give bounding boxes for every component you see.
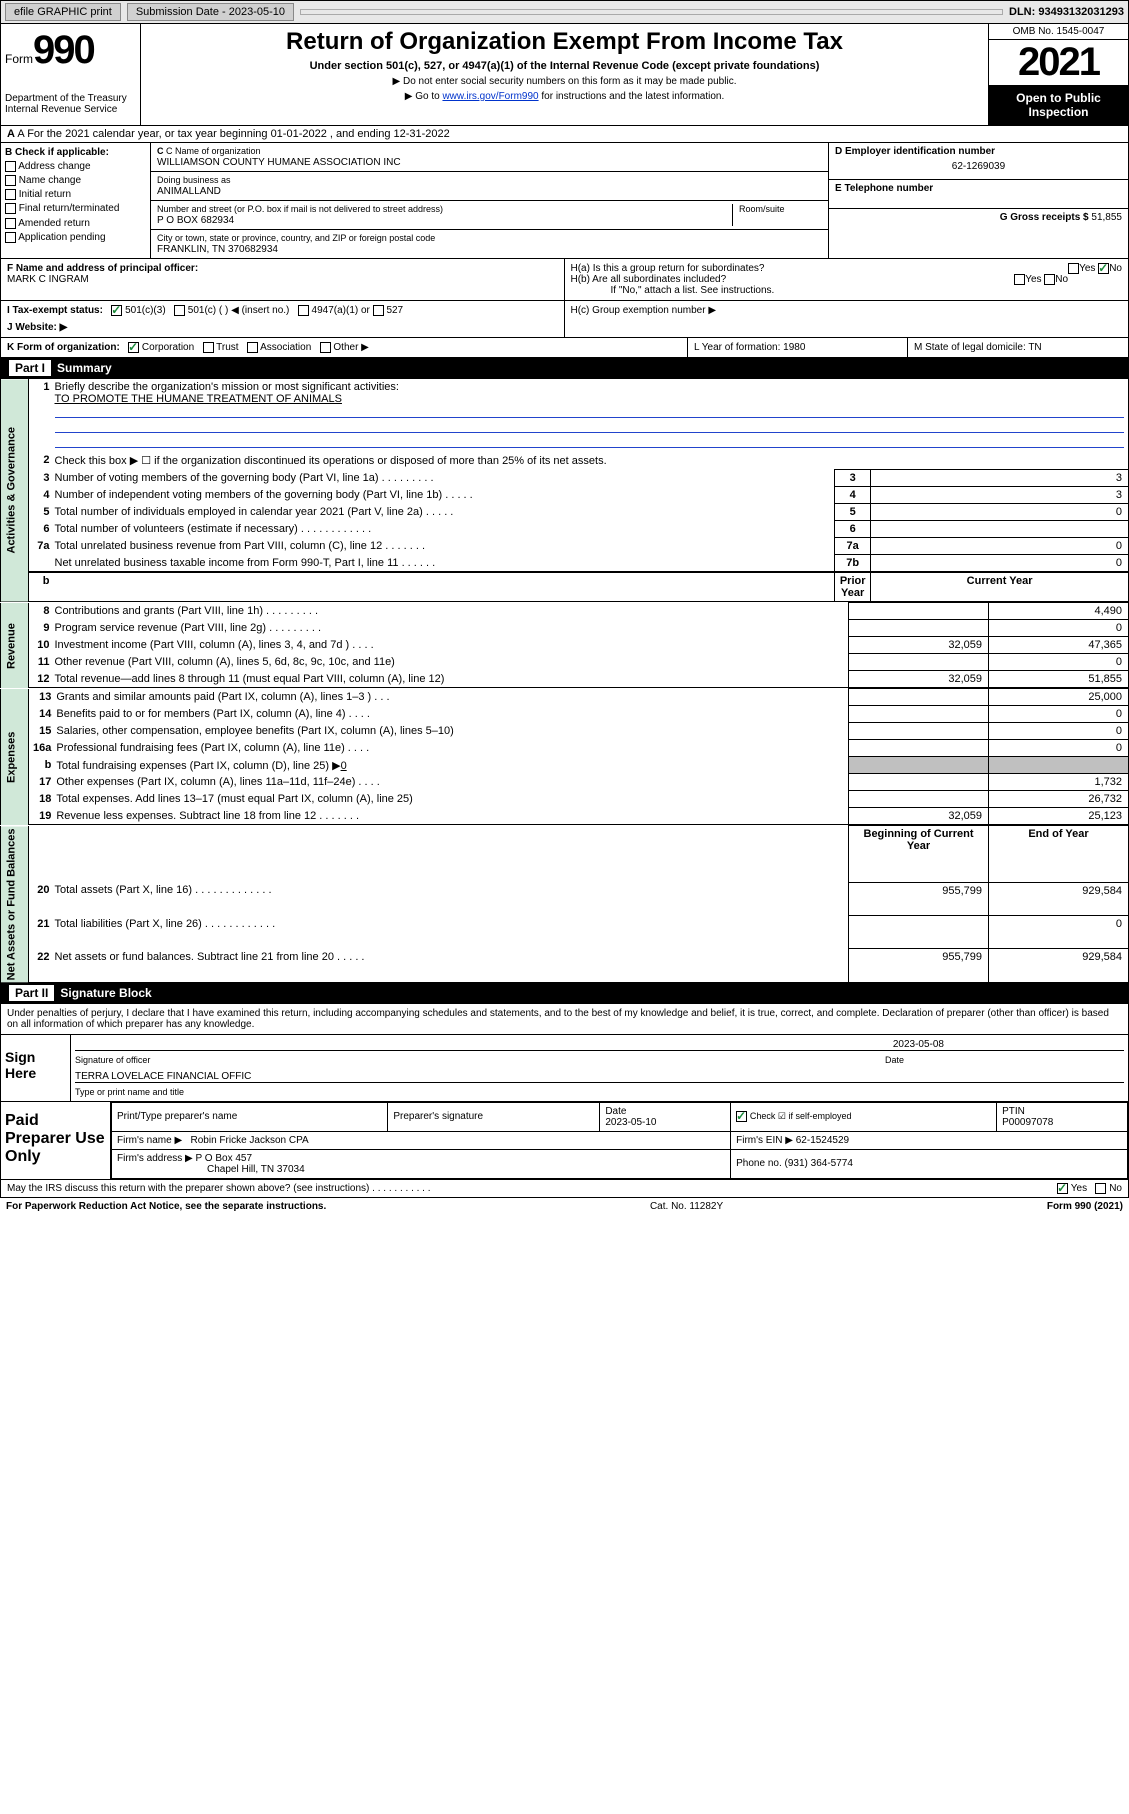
spacer — [300, 9, 1003, 15]
form-header: Form990 Department of the Treasury Inter… — [0, 24, 1129, 126]
footer-row: May the IRS discuss this return with the… — [0, 1180, 1129, 1198]
signature-block: Under penalties of perjury, I declare th… — [0, 1004, 1129, 1180]
sign-here-label: Sign Here — [1, 1035, 71, 1101]
col-c: C C Name of organizationWILLIAMSON COUNT… — [151, 143, 828, 258]
row-ij: I Tax-exempt status: 501(c)(3) 501(c) ( … — [0, 301, 1129, 338]
preparer-table: Print/Type preparer's namePreparer's sig… — [111, 1102, 1128, 1179]
dln-label: DLN: 93493132031293 — [1009, 6, 1124, 18]
header-right: OMB No. 1545-0047 2021 Open to Public In… — [988, 24, 1128, 125]
header-left: Form990 Department of the Treasury Inter… — [1, 24, 141, 125]
form-number: 990 — [33, 28, 94, 72]
col-deg: D Employer identification number62-12690… — [828, 143, 1128, 258]
header-mid: Return of Organization Exempt From Incom… — [141, 24, 988, 125]
form-subtitle: Under section 501(c), 527, or 4947(a)(1)… — [149, 60, 980, 72]
last-row: For Paperwork Reduction Act Notice, see … — [0, 1198, 1129, 1215]
paid-preparer-label: Paid Preparer Use Only — [1, 1102, 111, 1179]
row-f: F Name and address of principal officer:… — [1, 259, 565, 300]
col-b: B Check if applicable: Address change Na… — [1, 143, 151, 258]
row-fh: F Name and address of principal officer:… — [0, 259, 1129, 301]
tax-year: 2021 — [989, 40, 1128, 85]
top-bar: efile GRAPHIC print Submission Date - 20… — [0, 0, 1129, 24]
row-h: H(a) Is this a group return for subordin… — [565, 259, 1129, 300]
submission-date-btn[interactable]: Submission Date - 2023-05-10 — [127, 3, 294, 21]
efile-btn[interactable]: efile GRAPHIC print — [5, 3, 121, 21]
expenses-table: Expenses 13Grants and similar amounts pa… — [0, 688, 1129, 825]
form-title: Return of Organization Exempt From Incom… — [149, 28, 980, 56]
note-1: ▶ Do not enter social security numbers o… — [149, 76, 980, 87]
part2-header: Part IISignature Block — [0, 983, 1129, 1004]
revenue-table: Revenue 8Contributions and grants (Part … — [0, 602, 1129, 688]
row-klm: K Form of organization: Corporation Trus… — [0, 338, 1129, 358]
form-word: Form — [5, 52, 33, 66]
dept-label: Department of the Treasury Internal Reve… — [5, 93, 136, 115]
open-inspection: Open to Public Inspection — [989, 85, 1128, 125]
block-bcde: B Check if applicable: Address change Na… — [0, 143, 1129, 259]
irs-link[interactable]: www.irs.gov/Form990 — [442, 91, 538, 102]
netassets-table: Net Assets or Fund Balances Beginning of… — [0, 825, 1129, 982]
summary-table: Activities & Governance 1Briefly describ… — [0, 379, 1129, 602]
note-2: ▶ Go to www.irs.gov/Form990 for instruct… — [149, 91, 980, 102]
omb-label: OMB No. 1545-0047 — [989, 24, 1128, 40]
perjury-text: Under penalties of perjury, I declare th… — [1, 1004, 1128, 1034]
row-a: A A For the 2021 calendar year, or tax y… — [0, 126, 1129, 143]
part1-header: Part ISummary — [0, 358, 1129, 379]
row-hc: H(c) Group exemption number ▶ — [565, 301, 1129, 337]
